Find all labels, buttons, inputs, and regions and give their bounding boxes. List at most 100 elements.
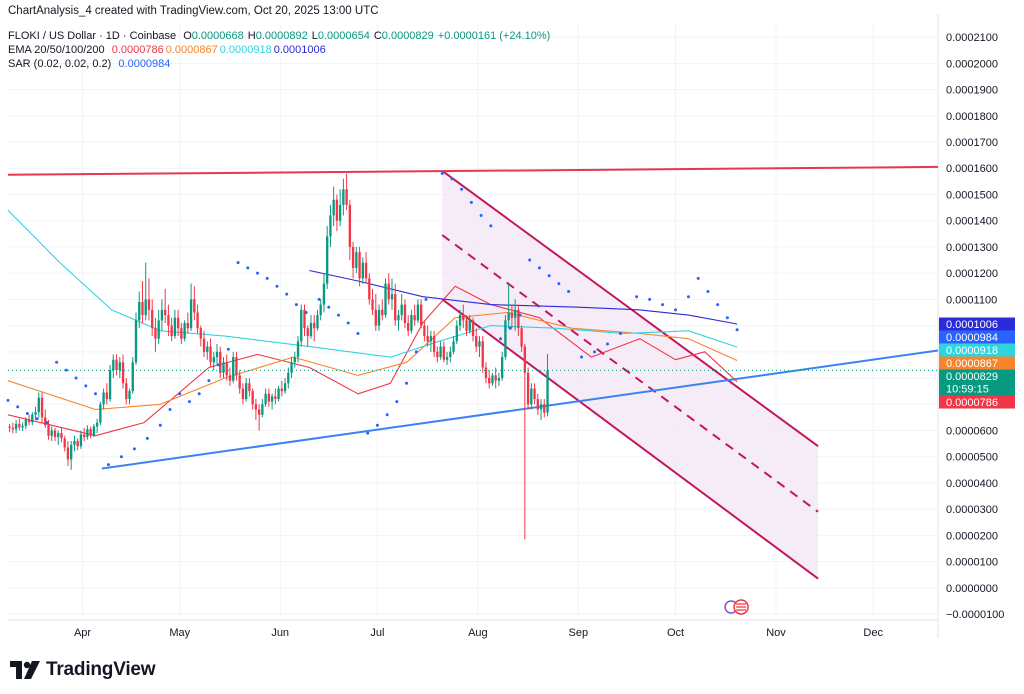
symbol-name[interactable]: FLOKI / US Dollar · 1D · Coinbase	[8, 30, 177, 42]
candle-body	[407, 322, 410, 331]
candle-body	[245, 383, 248, 400]
candle	[351, 241, 355, 279]
candle	[176, 309, 180, 337]
candle	[34, 406, 37, 420]
y-tick-label: 0.0000500	[946, 452, 998, 464]
open-label: O	[183, 30, 192, 42]
sar-dot	[317, 297, 321, 301]
candle	[348, 199, 352, 261]
sar-dot	[265, 276, 269, 280]
candle	[167, 304, 170, 337]
candle	[277, 385, 280, 402]
ema20-value: 0.0000786	[111, 44, 164, 56]
candle	[293, 351, 296, 368]
candle-body	[355, 252, 358, 268]
trendlines	[7, 165, 939, 470]
candle	[306, 325, 309, 347]
candle-body	[170, 325, 173, 337]
channel-fill	[442, 170, 819, 579]
candle	[267, 388, 271, 407]
candle-body	[76, 440, 79, 447]
sar-dot	[217, 363, 221, 367]
candle-body	[326, 236, 329, 284]
candle-body	[319, 304, 322, 316]
candle	[381, 299, 384, 321]
candle	[475, 328, 478, 352]
candle	[245, 378, 248, 402]
candle	[338, 189, 342, 226]
change-value: +0.0000161 (+24.10%)	[437, 30, 551, 42]
candle	[121, 354, 125, 389]
candle	[394, 283, 397, 326]
candle-body	[513, 309, 517, 318]
candle	[449, 346, 452, 363]
candle-body	[151, 309, 154, 329]
candle	[510, 304, 514, 329]
candle	[63, 435, 66, 452]
sar-dot	[6, 398, 10, 402]
candle-body	[296, 341, 300, 358]
candle-body	[403, 304, 407, 323]
ema100-value: 0.0000918	[219, 44, 272, 56]
candle	[465, 315, 468, 337]
candle	[543, 399, 546, 418]
sar-dot	[304, 310, 308, 314]
candle	[73, 435, 76, 452]
candle-body	[11, 427, 15, 430]
candle	[92, 423, 96, 438]
candle	[442, 341, 446, 363]
candle-body	[442, 346, 446, 360]
candle	[264, 388, 267, 407]
candle-body	[102, 392, 105, 405]
time-axis[interactable]: Apr May Jun Jul Aug Sep Oct Nov Dec	[74, 627, 884, 639]
sar-dot	[618, 331, 622, 335]
candle-body	[500, 357, 504, 379]
sar-legend[interactable]: SAR (0.02, 0.02, 0.2) 0.0000984	[8, 58, 174, 70]
candle	[274, 388, 277, 405]
candle	[251, 388, 254, 410]
sar-dot	[395, 400, 399, 404]
candle-body	[37, 397, 40, 413]
candle-body	[257, 409, 261, 415]
sar-dot	[528, 258, 532, 262]
candle-body	[270, 396, 274, 402]
candle	[225, 354, 228, 381]
candle-body	[264, 393, 267, 405]
sar-dot	[460, 187, 464, 191]
candle	[316, 309, 319, 331]
candle	[423, 320, 426, 342]
tradingview-logo[interactable]: TradingView	[10, 659, 156, 681]
chart-credit: ChartAnalysis_4 created with TradingView…	[8, 5, 379, 17]
candle-body	[238, 375, 241, 389]
candle	[400, 294, 403, 321]
y-tick-label: 0.0001400	[946, 216, 998, 228]
candle	[436, 346, 439, 363]
x-tick-label: May	[169, 627, 190, 639]
sar-dot	[557, 282, 561, 286]
sar-dot	[178, 392, 182, 396]
x-tick-label: Jun	[271, 627, 289, 639]
candle-body	[520, 328, 523, 347]
ema-legend[interactable]: EMA 20/50/100/200 0.0000786 0.0000867 0.00…	[8, 44, 330, 56]
candle	[387, 273, 390, 305]
event-markers[interactable]	[724, 599, 749, 615]
candle	[105, 383, 108, 405]
candle-body	[358, 252, 361, 279]
candle-body	[452, 341, 455, 352]
candle-body	[290, 362, 293, 373]
candle-body	[44, 417, 47, 426]
candle-body	[105, 392, 108, 400]
candle-body	[138, 301, 141, 321]
candle-body	[306, 328, 309, 337]
sar-dot	[440, 171, 444, 175]
candle	[523, 343, 527, 540]
sar-dot	[593, 350, 597, 354]
candle-body	[287, 372, 290, 384]
candle-body	[86, 429, 89, 438]
candle-body	[494, 375, 497, 381]
candle-body	[251, 391, 254, 405]
sar-dot	[64, 368, 68, 372]
candle	[455, 320, 458, 344]
x-tick-label: Nov	[766, 627, 786, 639]
